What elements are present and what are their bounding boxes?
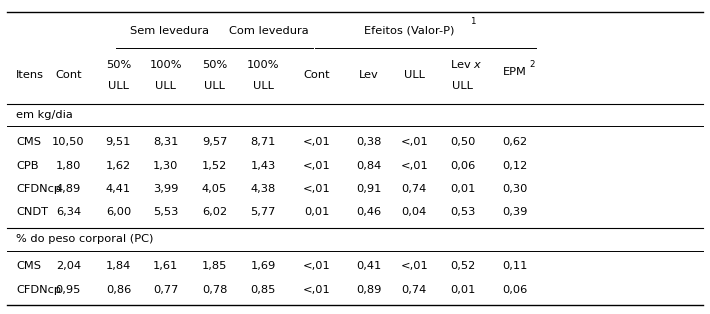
Text: CFDNcp: CFDNcp xyxy=(16,285,61,295)
Text: 4,41: 4,41 xyxy=(106,184,131,194)
Text: ULL: ULL xyxy=(404,70,425,80)
Text: 50%: 50% xyxy=(202,60,227,70)
Text: 50%: 50% xyxy=(106,60,131,70)
Text: 1,69: 1,69 xyxy=(251,261,275,271)
Text: 10,50: 10,50 xyxy=(52,137,84,147)
Text: 0,53: 0,53 xyxy=(450,207,476,217)
Text: 2,04: 2,04 xyxy=(56,261,81,271)
Text: EPM: EPM xyxy=(503,68,527,77)
Text: 1,84: 1,84 xyxy=(106,261,131,271)
Text: 8,31: 8,31 xyxy=(153,137,178,147)
Text: 0,85: 0,85 xyxy=(251,285,276,295)
Text: 0,78: 0,78 xyxy=(202,285,227,295)
Text: 0,52: 0,52 xyxy=(450,261,476,271)
Text: 1,61: 1,61 xyxy=(153,261,178,271)
Text: Itens: Itens xyxy=(16,70,44,80)
Text: CPB: CPB xyxy=(16,161,38,171)
Text: 1,80: 1,80 xyxy=(55,161,81,171)
Text: 100%: 100% xyxy=(247,60,280,70)
Text: 6,34: 6,34 xyxy=(56,207,81,217)
Text: 0,89: 0,89 xyxy=(356,285,381,295)
Text: 1,43: 1,43 xyxy=(251,161,275,171)
Text: 4,89: 4,89 xyxy=(55,184,81,194)
Text: 8,71: 8,71 xyxy=(251,137,276,147)
Text: <,01: <,01 xyxy=(303,137,331,147)
Text: 0,30: 0,30 xyxy=(503,184,528,194)
Text: Lev: Lev xyxy=(359,70,379,80)
Text: Lev: Lev xyxy=(451,60,474,70)
Text: 0,50: 0,50 xyxy=(450,137,476,147)
Text: 2: 2 xyxy=(530,60,535,69)
Text: % do peso corporal (PC): % do peso corporal (PC) xyxy=(16,234,153,244)
Text: <,01: <,01 xyxy=(400,137,428,147)
Text: 0,01: 0,01 xyxy=(450,184,476,194)
Text: em kg/dia: em kg/dia xyxy=(16,110,73,120)
Text: 0,84: 0,84 xyxy=(356,161,381,171)
Text: 3,99: 3,99 xyxy=(153,184,178,194)
Text: CMS: CMS xyxy=(16,261,41,271)
Text: 0,74: 0,74 xyxy=(402,184,427,194)
Text: Efeitos (Valor-P): Efeitos (Valor-P) xyxy=(364,26,454,36)
Text: 0,06: 0,06 xyxy=(503,285,528,295)
Text: 0,86: 0,86 xyxy=(106,285,131,295)
Text: CNDT: CNDT xyxy=(16,207,48,217)
Text: 0,04: 0,04 xyxy=(402,207,427,217)
Text: x: x xyxy=(474,60,480,70)
Text: 0,06: 0,06 xyxy=(450,161,476,171)
Text: <,01: <,01 xyxy=(303,285,331,295)
Text: 0,12: 0,12 xyxy=(503,161,528,171)
Text: 0,62: 0,62 xyxy=(503,137,528,147)
Text: 0,01: 0,01 xyxy=(450,285,476,295)
Text: CMS: CMS xyxy=(16,137,41,147)
Text: 100%: 100% xyxy=(150,60,182,70)
Text: 1,52: 1,52 xyxy=(202,161,227,171)
Text: CFDNcp: CFDNcp xyxy=(16,184,61,194)
Text: 5,77: 5,77 xyxy=(251,207,276,217)
Text: 0,39: 0,39 xyxy=(503,207,528,217)
Text: ULL: ULL xyxy=(253,81,273,91)
Text: 9,57: 9,57 xyxy=(202,137,227,147)
Text: 0,74: 0,74 xyxy=(402,285,427,295)
Text: 0,38: 0,38 xyxy=(356,137,381,147)
Text: 4,38: 4,38 xyxy=(251,184,275,194)
Text: 1,85: 1,85 xyxy=(202,261,227,271)
Text: <,01: <,01 xyxy=(400,261,428,271)
Text: 6,02: 6,02 xyxy=(202,207,227,217)
Text: ULL: ULL xyxy=(108,81,129,91)
Text: 0,95: 0,95 xyxy=(55,285,81,295)
Text: <,01: <,01 xyxy=(303,184,331,194)
Text: 0,91: 0,91 xyxy=(356,184,381,194)
Text: 5,53: 5,53 xyxy=(153,207,178,217)
Text: 0,41: 0,41 xyxy=(356,261,381,271)
Text: 1,30: 1,30 xyxy=(153,161,178,171)
Text: 0,46: 0,46 xyxy=(356,207,381,217)
Text: <,01: <,01 xyxy=(303,261,331,271)
Text: Com levedura: Com levedura xyxy=(229,26,309,36)
Text: 4,05: 4,05 xyxy=(202,184,227,194)
Text: <,01: <,01 xyxy=(400,161,428,171)
Text: ULL: ULL xyxy=(204,81,225,91)
Text: 0,01: 0,01 xyxy=(304,207,329,217)
Text: 0,77: 0,77 xyxy=(153,285,178,295)
Text: Cont: Cont xyxy=(55,70,82,80)
Text: 0,11: 0,11 xyxy=(503,261,528,271)
Text: ULL: ULL xyxy=(155,81,176,91)
Text: 1: 1 xyxy=(470,17,476,26)
Text: Cont: Cont xyxy=(303,70,330,80)
Text: <,01: <,01 xyxy=(303,161,331,171)
Text: ULL: ULL xyxy=(452,81,474,91)
Text: 6,00: 6,00 xyxy=(106,207,131,217)
Text: Sem levedura: Sem levedura xyxy=(131,26,209,36)
Text: 1,62: 1,62 xyxy=(106,161,131,171)
Text: 9,51: 9,51 xyxy=(106,137,131,147)
